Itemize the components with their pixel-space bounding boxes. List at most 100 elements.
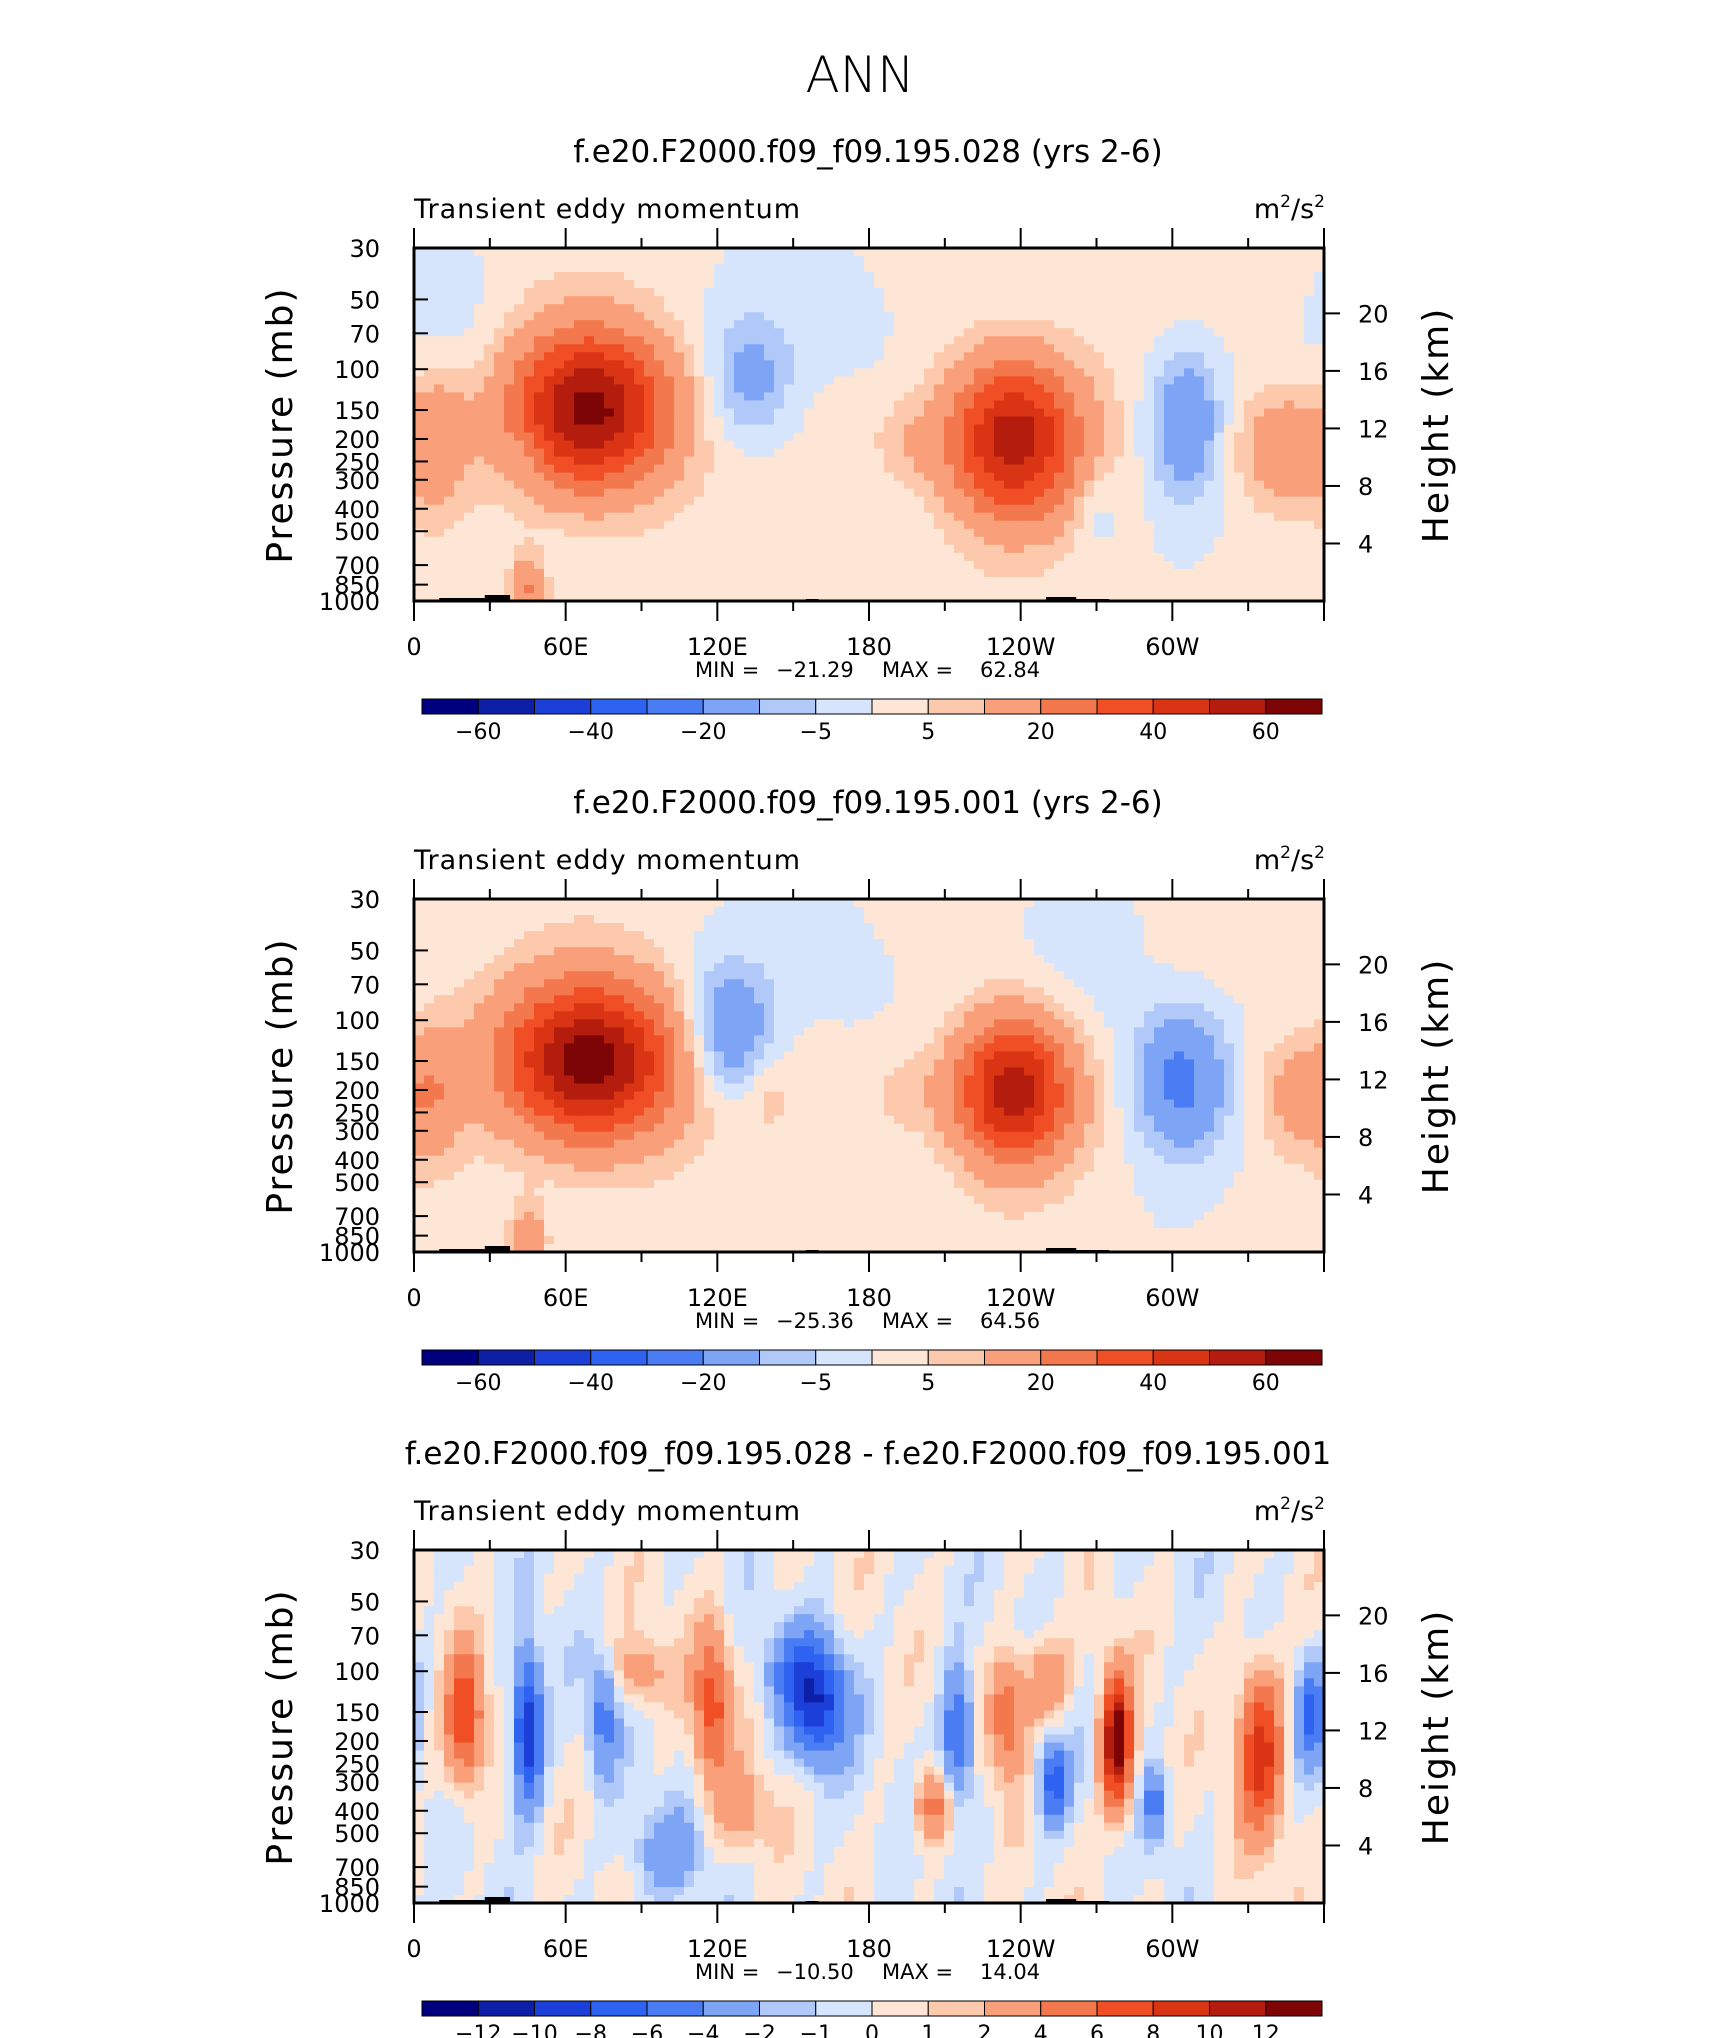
contour-cell bbox=[504, 923, 515, 932]
contour-cell bbox=[834, 560, 845, 570]
contour-cell bbox=[1034, 520, 1045, 530]
contour-cell bbox=[1094, 544, 1105, 554]
contour-cell bbox=[1314, 376, 1325, 385]
contour-cell bbox=[464, 923, 475, 932]
contour-cell bbox=[1194, 408, 1205, 418]
contour-cell bbox=[1204, 955, 1215, 964]
contour-cell bbox=[884, 544, 895, 554]
contour-cell bbox=[1284, 416, 1295, 426]
contour-cell bbox=[1194, 544, 1205, 554]
contour-cell bbox=[1204, 288, 1215, 297]
contour-cell bbox=[784, 971, 795, 980]
contour-cell bbox=[844, 248, 855, 257]
contour-cell bbox=[1034, 344, 1045, 353]
contour-cell bbox=[944, 304, 955, 313]
contour-cell bbox=[664, 584, 675, 594]
contour-cell bbox=[1194, 955, 1205, 964]
contour-cell bbox=[1014, 496, 1025, 506]
contour-cell bbox=[1214, 440, 1225, 450]
contour-cell bbox=[1184, 504, 1195, 514]
contour-cell bbox=[1194, 963, 1205, 972]
contour-cell bbox=[984, 528, 995, 538]
contour-cell bbox=[464, 392, 475, 402]
contour-cell bbox=[1194, 456, 1205, 466]
contour-cell bbox=[1164, 416, 1175, 426]
contour-cell bbox=[574, 939, 585, 948]
pressure-tick-label: 150 bbox=[334, 397, 380, 425]
contour-cell bbox=[494, 352, 505, 361]
contour-cell bbox=[1124, 280, 1135, 289]
contour-cell bbox=[694, 408, 705, 418]
contour-cell bbox=[904, 352, 915, 361]
contour-cell bbox=[854, 272, 865, 281]
contour-cell bbox=[834, 955, 845, 964]
contour-cell bbox=[954, 264, 965, 273]
contour-cell bbox=[634, 520, 645, 530]
contour-cell bbox=[704, 592, 715, 602]
contour-cell bbox=[904, 392, 915, 402]
contour-cell bbox=[664, 971, 675, 980]
contour-cell bbox=[714, 480, 725, 490]
contour-cell bbox=[614, 480, 625, 490]
contour-cell bbox=[1284, 536, 1295, 546]
contour-cell bbox=[964, 520, 975, 530]
contour-cell bbox=[474, 971, 485, 980]
contour-cell bbox=[414, 312, 425, 321]
contour-cell bbox=[784, 520, 795, 530]
contour-cell bbox=[994, 456, 1005, 466]
contour-cell bbox=[954, 899, 965, 908]
contour-cell bbox=[1254, 480, 1265, 490]
contour-cell bbox=[1054, 544, 1065, 554]
contour-cell bbox=[484, 971, 495, 980]
contour-cell bbox=[494, 496, 505, 506]
contour-cell bbox=[824, 408, 835, 418]
contour-cell bbox=[1134, 923, 1145, 932]
contour-cell bbox=[794, 376, 805, 385]
contour-cell bbox=[1194, 328, 1205, 337]
contour-cell bbox=[1124, 248, 1135, 257]
contour-cell bbox=[1184, 528, 1195, 538]
contour-cell bbox=[954, 384, 965, 394]
contour-cell bbox=[474, 432, 485, 442]
contour-cell bbox=[584, 376, 595, 385]
contour-cell bbox=[964, 248, 975, 257]
contour-cell bbox=[794, 392, 805, 402]
contour-cell bbox=[454, 360, 465, 369]
contour-cell bbox=[784, 512, 795, 522]
contour-cell bbox=[754, 408, 765, 418]
contour-cell bbox=[924, 440, 935, 450]
contour-cell bbox=[694, 923, 705, 932]
contour-cell bbox=[554, 312, 565, 321]
contour-cell bbox=[784, 352, 795, 361]
contour-cell bbox=[974, 312, 985, 321]
contour-cell bbox=[1014, 288, 1025, 297]
contour-cell bbox=[524, 528, 535, 538]
contour-cell bbox=[1104, 472, 1115, 482]
contour-cell bbox=[644, 568, 655, 578]
contour-cell bbox=[524, 520, 535, 530]
contour-cell bbox=[1134, 312, 1145, 321]
contour-cell bbox=[614, 360, 625, 369]
contour-cell bbox=[834, 915, 845, 924]
contour-cell bbox=[694, 440, 705, 450]
contour-cell bbox=[1304, 288, 1315, 297]
contour-cell bbox=[724, 520, 735, 530]
contour-cell bbox=[524, 288, 535, 297]
contour-cell bbox=[884, 939, 895, 948]
contour-cell bbox=[774, 440, 785, 450]
contour-cell bbox=[904, 496, 915, 506]
contour-cell bbox=[534, 432, 545, 442]
contour-cell bbox=[834, 416, 845, 426]
contour-cell bbox=[494, 939, 505, 948]
contour-cell bbox=[644, 480, 655, 490]
contour-cell bbox=[1084, 472, 1095, 482]
contour-cell bbox=[984, 584, 995, 594]
contour-cell bbox=[1154, 963, 1165, 972]
contour-cell bbox=[944, 907, 955, 916]
contour-cell bbox=[1104, 256, 1115, 265]
contour-cell bbox=[794, 544, 805, 554]
contour-cell bbox=[624, 392, 635, 402]
contour-cell bbox=[1024, 520, 1035, 530]
contour-cell bbox=[1124, 360, 1135, 369]
contour-cell bbox=[764, 320, 775, 329]
